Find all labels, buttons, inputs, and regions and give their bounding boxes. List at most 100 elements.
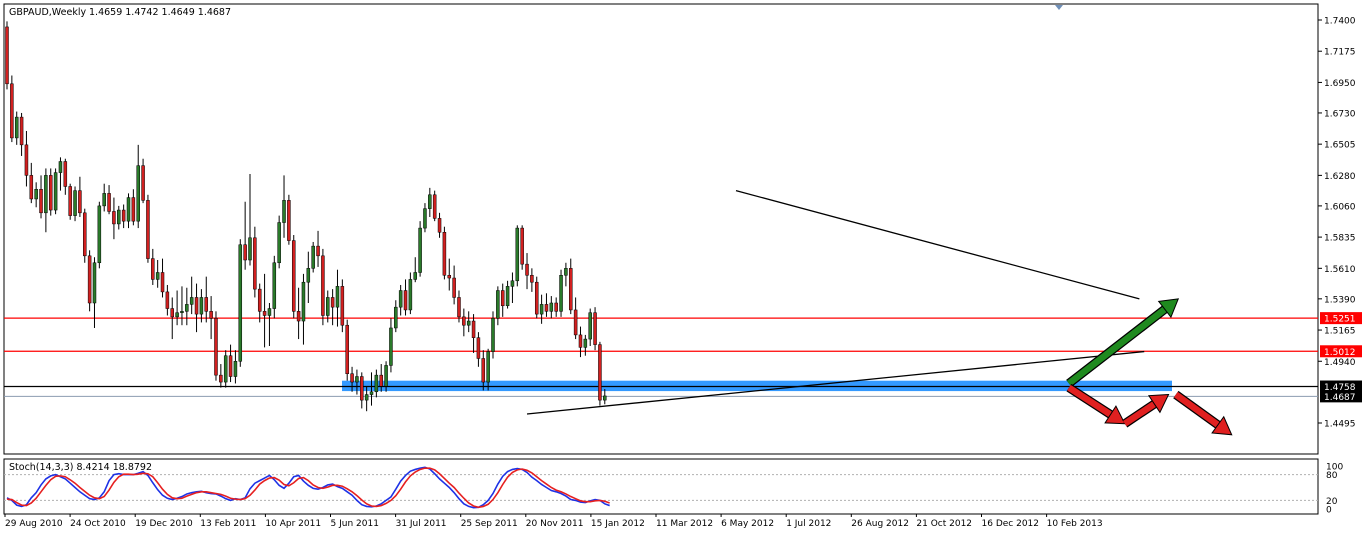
candle-body: [335, 286, 340, 308]
time-tick-label: 10 Apr 2011: [265, 519, 321, 529]
stochastic-tick-label: 100: [1326, 463, 1343, 473]
candle-body: [491, 318, 495, 352]
candle-body: [97, 205, 102, 264]
candle-body: [462, 316, 466, 326]
stochastic-tick-label: 80: [1326, 471, 1338, 481]
time-tick-label: 1 Jul 2012: [786, 519, 831, 529]
candle-body: [603, 395, 607, 401]
candle-body: [131, 197, 136, 222]
candle-body: [83, 212, 87, 257]
candle-body: [238, 244, 243, 362]
candle-body: [554, 302, 558, 312]
candle-body: [515, 227, 520, 282]
stochastic-tick-label: 0: [1326, 506, 1332, 516]
candle-body: [262, 311, 267, 316]
candle-body: [189, 297, 194, 305]
candle-body: [121, 209, 126, 222]
candle-body: [539, 304, 544, 315]
candle-body: [219, 374, 223, 383]
candle-body: [175, 312, 179, 318]
price-tick-label: 1.6060: [1324, 202, 1356, 212]
stochastic-main-line: [6, 466, 610, 509]
candle-body: [5, 26, 9, 85]
candle-body: [267, 308, 272, 316]
candle-body: [389, 327, 393, 366]
candle-body: [432, 194, 437, 219]
candle-body: [277, 222, 281, 264]
price-label-box: [1320, 345, 1362, 358]
time-tick-label: 21 Oct 2012: [916, 519, 972, 529]
price-tick-label: 1.5390: [1324, 295, 1356, 305]
stochastic-signal-line: [6, 467, 610, 509]
stochastic-tick-label: 20: [1326, 497, 1338, 507]
candle-body: [525, 263, 529, 276]
candle-body: [107, 193, 111, 212]
candle-body: [78, 190, 82, 214]
candle-body: [126, 197, 131, 222]
candle-body: [321, 255, 325, 316]
time-tick-label: 25 Sep 2011: [461, 519, 518, 529]
time-tick-label: 20 Nov 2011: [526, 519, 584, 529]
candle-body: [63, 161, 68, 187]
candle-body: [442, 232, 447, 276]
candle-body: [316, 245, 320, 257]
candle-body: [569, 268, 573, 311]
trend-line: [526, 350, 1145, 415]
price-tick-label: 1.7400: [1324, 17, 1356, 27]
candle-body: [24, 144, 29, 176]
candle-body: [384, 365, 388, 387]
candle-body: [204, 297, 209, 312]
arrow-down-icon: [1147, 394, 1170, 414]
candle-body: [398, 290, 403, 308]
candle-body: [379, 374, 383, 387]
candle-body: [345, 324, 349, 375]
candle-body: [481, 358, 486, 383]
candle-body: [223, 355, 228, 383]
candle-body: [408, 279, 413, 311]
time-tick-label: 26 Aug 2012: [851, 519, 909, 529]
price-label-box: [1320, 390, 1362, 403]
candle-body: [510, 280, 515, 287]
candle-body: [160, 272, 165, 293]
price-tick-label: 1.4940: [1324, 358, 1356, 368]
candle-body: [394, 306, 398, 329]
candle-body: [151, 258, 155, 280]
candle-body: [559, 275, 563, 312]
time-tick-label: 15 Jan 2012: [591, 519, 645, 529]
candle-body: [364, 394, 369, 401]
candle-body: [573, 309, 578, 336]
time-tick-label: 29 Aug 2010: [5, 519, 63, 529]
time-tick-label: 16 Dec 2012: [982, 519, 1040, 529]
candle-body: [199, 297, 204, 315]
price-tick-label: 1.5835: [1324, 234, 1356, 244]
time-tick-label: 6 May 2012: [721, 519, 774, 529]
candle-body: [564, 268, 568, 276]
arrow-shaft: [1122, 401, 1157, 427]
price-label-text: 1.5012: [1324, 348, 1356, 358]
arrow-down-icon: [1104, 405, 1126, 425]
candle-body: [505, 286, 510, 307]
candle-body: [287, 200, 291, 241]
price-tick-label: 1.5610: [1324, 265, 1356, 275]
candle-body: [44, 175, 48, 214]
candle-body: [534, 281, 539, 315]
candle-body: [291, 240, 296, 312]
price-tick-label: 1.6730: [1324, 109, 1356, 119]
chart-ohlc-values: 1.4659 1.4742 1.4649 1.4687: [89, 7, 231, 18]
time-tick-label: 10 Feb 2013: [1047, 519, 1103, 529]
candle-body: [486, 351, 490, 383]
candle-body: [374, 374, 379, 393]
time-tick-label: 11 Mar 2012: [656, 519, 713, 529]
indicator-window-marker-icon: [1055, 5, 1063, 10]
candle-body: [228, 355, 233, 377]
candle-body: [403, 290, 408, 311]
candle-body: [92, 262, 97, 304]
candle-body: [136, 165, 140, 222]
time-tick-label: 5 Jun 2011: [331, 519, 379, 529]
candle-body: [257, 288, 262, 312]
candle-body: [593, 312, 597, 345]
price-label-text: 1.5251: [1324, 315, 1356, 325]
candle-body: [233, 361, 238, 377]
candle-body: [355, 376, 359, 383]
candle-body: [330, 297, 335, 308]
